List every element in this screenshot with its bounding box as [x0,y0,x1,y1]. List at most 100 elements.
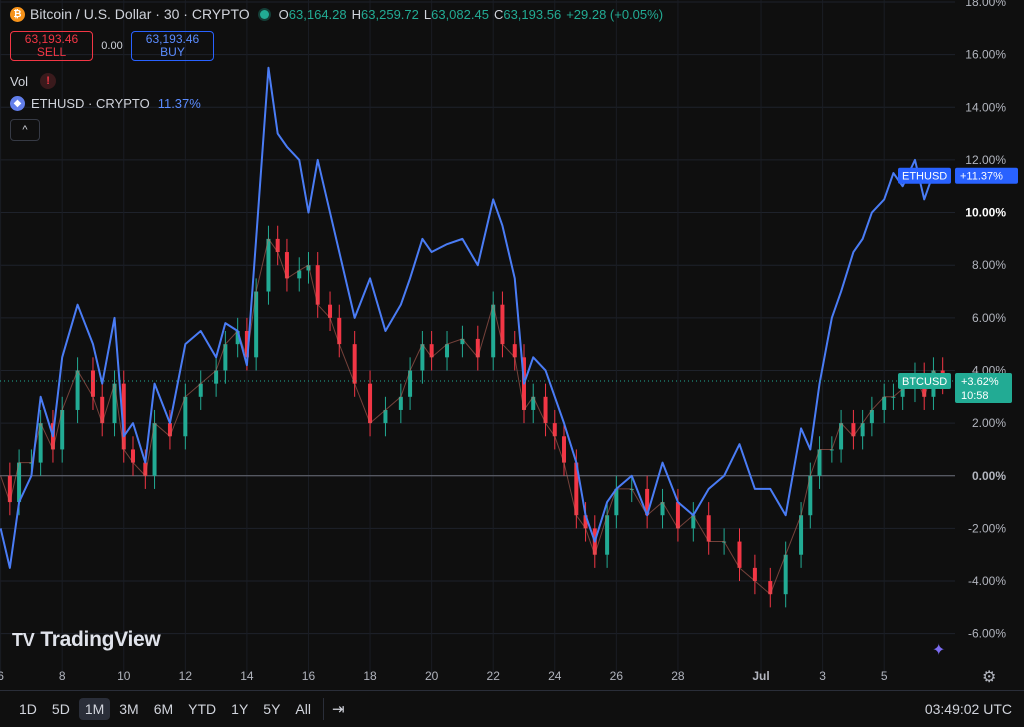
btc-candle [605,515,610,555]
btc-candle [244,331,249,358]
range-selector: 1D 5D 1M 3M 6M YTD 1Y 5Y All [10,698,317,720]
btc-candle [75,370,80,410]
btc-candle [100,396,105,424]
range-button-6m[interactable]: 6M [153,701,174,717]
btc-candle [328,304,333,318]
ohlc-close-key: C [493,6,504,22]
bottom-toolbar: 1D 5D 1M 3M 6M YTD 1Y 5Y All ⇥ 03:49:02 UTC [0,690,1024,727]
btc-value-badge-text: +3.62% [961,376,999,388]
btc-candle [583,515,588,529]
btc-candle [306,265,311,271]
btc-candle [445,344,450,358]
clock-display[interactable]: 03:49:02 UTC [924,701,1012,717]
btc-candle [752,567,757,582]
btc-name-badge-text: BTCUSD [902,376,947,388]
market-status-icon[interactable] [259,9,269,19]
x-tick-label: 26 [610,669,624,683]
symbol-title[interactable]: Bitcoin / U.S. Dollar · 30 · CRYPTO [30,6,250,22]
y-tick-label: -4.00% [968,574,1006,588]
y-tick-label: 14.00% [965,100,1006,114]
volume-label: Vol [10,73,29,89]
btc-candle [60,409,65,450]
range-button-ytd[interactable]: YTD [188,701,217,717]
btc-candle [429,344,434,358]
ohlc-low-key: L [423,6,432,22]
gear-icon[interactable]: ⚙ [982,669,997,686]
btc-candle [112,383,117,424]
btc-candle [512,344,517,358]
btc-candle [254,291,259,358]
btc-candle [275,238,280,253]
trade-panel: 63,193.46 SELL 0.00 63,193.46 BUY [10,31,214,61]
btc-candle [420,344,425,371]
x-tick-label: 8 [59,669,66,683]
collapse-legend-button[interactable]: ^ [10,119,40,141]
btc-candle [491,304,496,358]
btc-candle [645,488,650,516]
x-tick-label: 5 [881,669,888,683]
x-tick-label: 12 [179,669,193,683]
ohlc-high-key: H [351,6,362,22]
range-button-5y[interactable]: 5Y [263,701,281,717]
btc-series-line [0,237,944,596]
tradingview-logo[interactable]: TV TradingView [12,628,161,652]
btc-candle [543,396,548,424]
btc-candle [121,383,126,450]
spread-value: 0.00 [101,40,123,52]
warning-icon[interactable]: ! [40,73,57,89]
btc-candle [7,475,12,503]
btc-candle [130,449,135,463]
y-tick-label: -6.00% [968,627,1006,641]
volume-legend[interactable]: Vol ! [10,73,57,89]
btc-candle [214,370,219,384]
comparison-chart[interactable]: 18.00% 16.00% 14.00% 12.00% 10.00% 8.00% 6.00%… [0,0,1024,690]
buy-label: BUY [160,45,185,59]
range-button-1d[interactable]: 1D [19,701,37,717]
btc-candle [297,270,302,279]
compare-legend[interactable]: ◆ ETHUSD · CRYPTO 11.37% [10,96,201,111]
sell-label: SELL [36,45,67,59]
y-tick-label: 16.00% [965,48,1006,62]
sell-button[interactable]: 63,193.46 SELL [10,31,93,61]
toolbar-divider [322,698,324,720]
btc-candle [562,436,567,463]
range-button-5d[interactable]: 5D [51,701,70,717]
range-button-3m[interactable]: 3M [119,701,139,717]
x-tick-label: 10 [117,669,131,683]
x-tick-label: 28 [671,669,685,683]
tradingview-logo-text: TradingView [40,628,161,651]
bitcoin-icon: ₿ [10,6,25,22]
x-tick-label: 20 [425,669,439,683]
btc-candle [475,338,480,358]
range-button-1y[interactable]: 1Y [231,701,249,717]
btc-candle [531,396,536,410]
ohlc-open: 63,164.28 [288,6,347,22]
btc-name-badge [898,373,951,390]
range-button-1m[interactable]: 1M [78,698,111,720]
btc-candle [337,317,342,345]
ohlc-high: 63,259.72 [361,6,419,22]
x-tick-label: 14 [240,669,254,683]
range-button-all[interactable]: All [295,701,311,717]
btc-candle [284,252,289,279]
y-tick-label: 10.00% [965,206,1006,220]
y-tick-label: -2.00% [968,521,1006,535]
btc-candle [882,396,887,410]
y-tick-label: 18.00% [965,0,1006,9]
x-tick-label: 16 [302,669,316,683]
btc-candle [768,581,773,595]
btc-candle [167,423,172,437]
btc-candle [235,331,240,345]
x-tick-label: 6 [0,669,4,683]
buy-button[interactable]: 63,193.46 BUY [131,31,214,61]
chevron-up-icon: ^ [22,124,28,136]
ethereum-icon: ◆ [10,96,25,111]
magic-wand-icon[interactable]: ✦ [932,642,946,659]
btc-candle [737,541,742,568]
y-tick-label: 6.00% [972,311,1006,325]
eth-name-badge [898,167,951,184]
btc-candle [143,462,148,476]
goto-date-icon[interactable]: ⇥ [331,701,345,718]
buy-price: 63,193.46 [145,32,200,46]
